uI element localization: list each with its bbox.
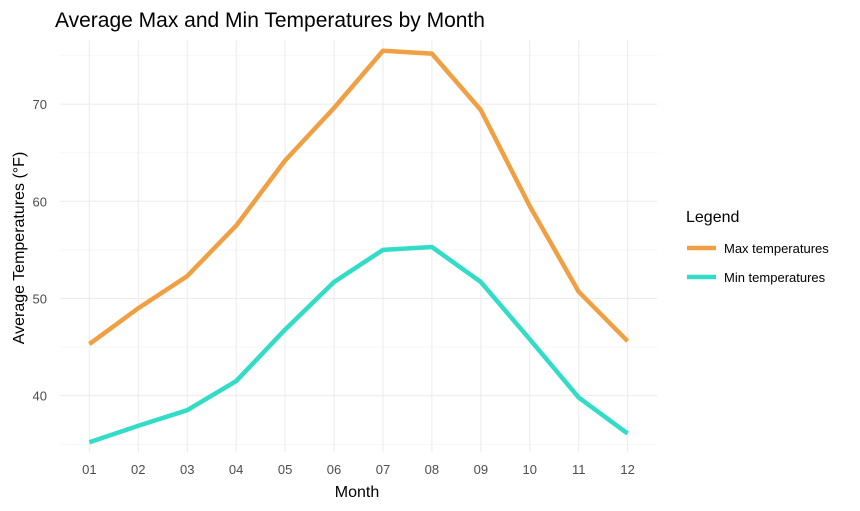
x-tick-label: 12	[620, 462, 634, 477]
x-tick-label: 06	[327, 462, 341, 477]
x-axis-ticks: 01 02 03 04 05 06 07 08 09 10 11 12	[82, 462, 635, 477]
plot-series	[88, 48, 630, 445]
x-tick-label: 07	[376, 462, 390, 477]
series-line-max	[88, 48, 630, 346]
y-tick-label: 40	[33, 389, 47, 404]
x-tick-label: 10	[523, 462, 537, 477]
legend: Legend Max temperatures Min temperatures	[686, 209, 829, 285]
legend-item-min: Min temperatures	[687, 270, 826, 285]
x-tick-label: 03	[180, 462, 194, 477]
y-axis-title: Average Temperatures (°F)	[11, 152, 28, 345]
x-axis-title: Month	[335, 484, 379, 501]
chart-title: Average Max and Min Temperatures by Mont…	[55, 9, 485, 32]
legend-title: Legend	[686, 209, 739, 226]
plot-grid	[60, 40, 657, 452]
y-tick-label: 60	[33, 194, 47, 209]
x-tick-label: 02	[131, 462, 145, 477]
x-tick-label: 04	[229, 462, 243, 477]
legend-label-max: Max temperatures	[724, 241, 829, 256]
x-tick-label: 05	[278, 462, 292, 477]
x-tick-label: 09	[474, 462, 488, 477]
x-tick-label: 01	[82, 462, 96, 477]
legend-item-max: Max temperatures	[687, 241, 829, 256]
x-tick-label: 08	[425, 462, 439, 477]
x-tick-label: 11	[572, 462, 586, 477]
y-tick-label: 70	[33, 97, 47, 112]
y-tick-label: 50	[33, 291, 47, 306]
series-line-min	[88, 244, 629, 445]
legend-label-min: Min temperatures	[724, 270, 826, 285]
y-axis-ticks: 40 50 60 70	[33, 97, 47, 404]
